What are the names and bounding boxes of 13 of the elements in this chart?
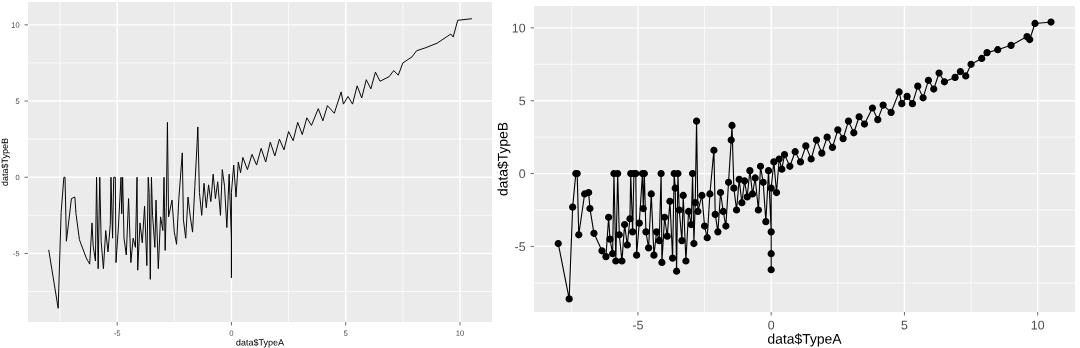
x-tick-label: 0: [768, 320, 775, 330]
y-axis-title: data$TypeB: [1, 138, 10, 186]
x-tick-label: 5: [901, 320, 908, 330]
y-tick-label: 5: [519, 96, 526, 106]
x-axis-title: data$TypeA: [768, 333, 842, 347]
line-series: [48, 18, 472, 309]
y-tick-label: -5: [515, 242, 526, 252]
x-axis-title: data$TypeA: [236, 338, 285, 348]
x-tick-label: 10: [1031, 320, 1045, 330]
y-tick-label: 10: [512, 23, 526, 33]
y-axis-title: data$TypeB: [497, 122, 511, 196]
y-tick-label: 0: [519, 169, 526, 179]
x-tick-label: -5: [632, 320, 643, 330]
